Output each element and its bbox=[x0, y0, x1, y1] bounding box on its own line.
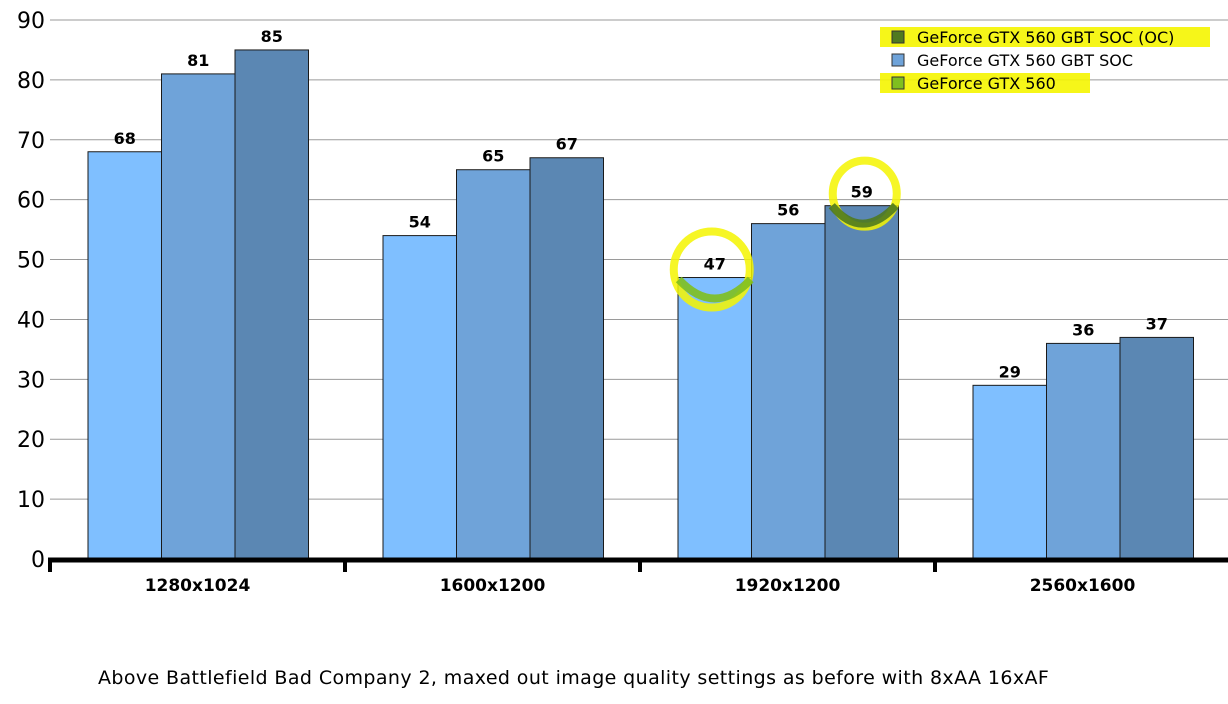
bar bbox=[529, 157, 604, 560]
bar bbox=[456, 169, 531, 560]
y-tick-label: 50 bbox=[17, 249, 45, 274]
bar bbox=[972, 384, 1047, 560]
y-tick-label: 80 bbox=[17, 69, 45, 94]
bar bbox=[161, 73, 236, 560]
data-label: 81 bbox=[187, 51, 209, 70]
y-tick-label: 20 bbox=[17, 428, 45, 453]
highlight-circle-47 bbox=[669, 227, 754, 312]
legend-label: GeForce GTX 560 GBT SOC (OC) bbox=[917, 28, 1174, 47]
y-tick-label: 70 bbox=[17, 129, 45, 154]
x-tick-label: 1280x1024 bbox=[145, 576, 251, 596]
bars bbox=[87, 49, 1194, 560]
bar bbox=[824, 205, 899, 560]
bar bbox=[234, 49, 309, 560]
chart-caption: Above Battlefield Bad Company 2, maxed o… bbox=[98, 667, 1050, 689]
bar bbox=[677, 277, 752, 560]
data-label: 68 bbox=[114, 129, 136, 148]
data-label: 59 bbox=[851, 183, 873, 202]
x-tick-label: 1600x1200 bbox=[440, 576, 546, 596]
x-tick-label: 1920x1200 bbox=[735, 576, 841, 596]
data-labels: 68 81 85 54 65 67 47 56 59 29 36 37 bbox=[114, 27, 1168, 381]
highlight-arc-59 bbox=[828, 202, 899, 228]
y-tick-label: 90 bbox=[17, 9, 45, 34]
data-label: 54 bbox=[409, 213, 431, 232]
highlight-arc-47 bbox=[675, 276, 754, 303]
y-tick-label: 10 bbox=[17, 488, 45, 513]
data-label: 37 bbox=[1146, 314, 1168, 333]
bar bbox=[1046, 342, 1121, 560]
legend-label: GeForce GTX 560 bbox=[917, 74, 1056, 93]
bar bbox=[87, 151, 162, 560]
data-label: 65 bbox=[482, 147, 504, 166]
x-tick-label: 2560x1600 bbox=[1030, 576, 1136, 596]
data-label: 56 bbox=[777, 201, 799, 220]
legend-swatch bbox=[891, 53, 905, 67]
bar bbox=[382, 235, 457, 560]
data-label: 29 bbox=[999, 362, 1021, 381]
x-axis: 1280x1024 1600x1200 1920x1200 2560x1600 bbox=[48, 557, 1228, 596]
data-label: 67 bbox=[556, 135, 578, 154]
bar bbox=[1119, 336, 1194, 560]
legend-label: GeForce GTX 560 GBT SOC bbox=[917, 51, 1133, 70]
data-label: 85 bbox=[261, 27, 283, 46]
y-axis-tick-labels: 0 10 20 30 40 50 60 70 80 90 bbox=[17, 9, 45, 573]
y-tick-label: 0 bbox=[31, 548, 45, 573]
y-tick-label: 60 bbox=[17, 189, 45, 214]
bar bbox=[751, 223, 826, 560]
annotations bbox=[669, 156, 901, 312]
legend-swatch bbox=[891, 76, 905, 90]
y-tick-label: 40 bbox=[17, 308, 45, 333]
bar-chart: 0 10 20 30 40 50 60 70 80 90 68 81 85 54 65 67 47 56 59 29… bbox=[17, 9, 1228, 596]
legend-swatch bbox=[891, 30, 905, 44]
legend: GeForce GTX 560 GBT SOC (OC) GeForce GTX … bbox=[880, 27, 1210, 93]
legend-highlight bbox=[880, 27, 1210, 47]
data-label: 47 bbox=[704, 255, 726, 274]
data-label: 36 bbox=[1072, 320, 1094, 339]
legend-highlight bbox=[880, 73, 1090, 93]
y-tick-label: 30 bbox=[17, 368, 45, 393]
